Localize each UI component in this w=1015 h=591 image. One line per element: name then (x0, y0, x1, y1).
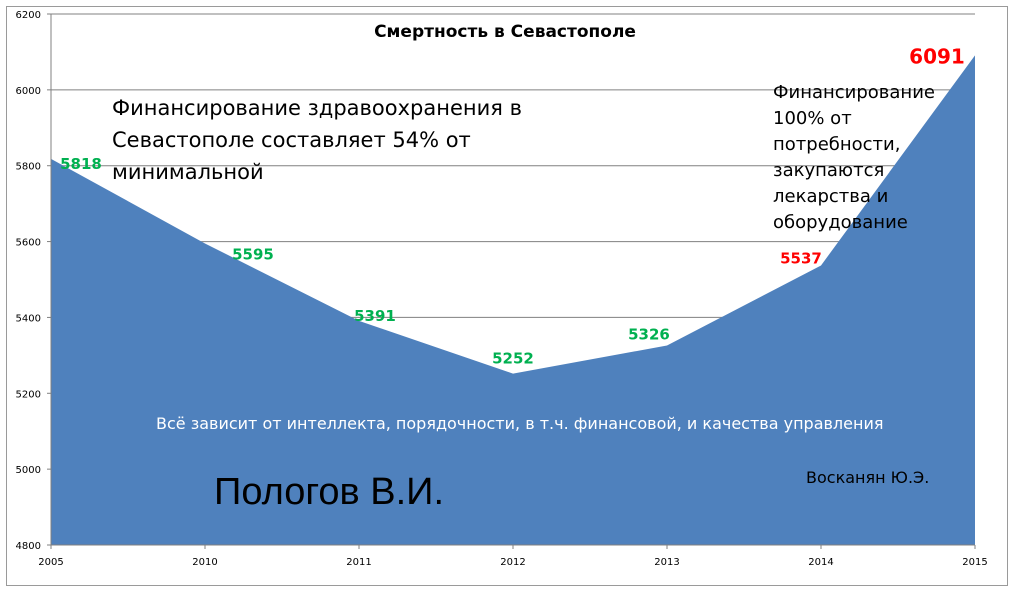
chart-title: Смертность в Севастополе (374, 22, 636, 42)
data-label: 6091 (909, 44, 965, 68)
data-label: 5391 (354, 307, 396, 325)
y-tick-label: 6200 (16, 10, 41, 21)
area-series (51, 55, 975, 546)
annotation-author-pologov: Пологов В.И. (214, 471, 445, 513)
x-tick-label: 2015 (962, 557, 987, 568)
data-label: 5326 (628, 325, 670, 343)
data-label: 5537 (780, 249, 822, 267)
y-tick-label: 5800 (16, 162, 41, 173)
annotation-funding: Финансирование здравоохранения в Севасто… (112, 96, 522, 184)
data-label: 5252 (492, 350, 534, 368)
y-tick-label: 5200 (16, 389, 41, 400)
x-tick-label: 2005 (38, 557, 63, 568)
y-tick-label: 4800 (16, 541, 41, 552)
y-tick-label: 6000 (16, 86, 41, 97)
data-label: 5818 (60, 155, 102, 173)
x-tick-label: 2013 (654, 557, 679, 568)
x-tick-label: 2011 (346, 557, 371, 568)
y-tick-label: 5600 (16, 238, 41, 249)
x-tick-label: 2012 (500, 557, 525, 568)
y-tick-label: 5400 (16, 313, 41, 324)
y-tick-label: 5000 (16, 465, 41, 476)
annotation-author-voskanyan: Восканян Ю.Э. (806, 468, 930, 487)
data-label: 5595 (232, 245, 274, 263)
annotation-everything-depends: Всё зависит от интеллекта, порядочности,… (156, 414, 884, 433)
annotation-full-funding: Финансирование 100% от потребности, заку… (773, 82, 935, 233)
x-tick-label: 2014 (808, 557, 833, 568)
x-tick-label: 2010 (192, 557, 217, 568)
